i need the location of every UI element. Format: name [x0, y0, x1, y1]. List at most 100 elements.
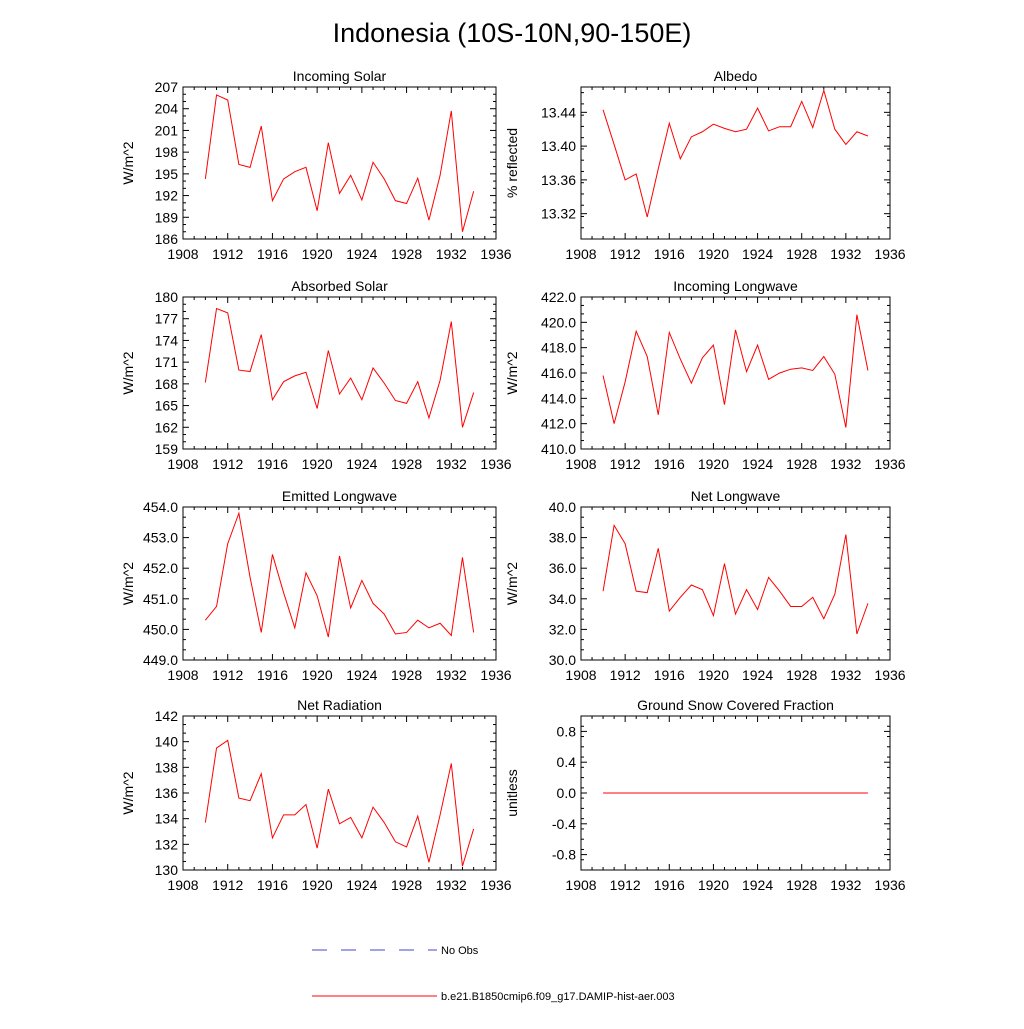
panel-7: Net Radiation 1908 1912 1916 1920 1924 1928 193… [120, 697, 512, 893]
y-tick-label: 0.0 [557, 785, 577, 801]
y-tick-label: 136 [155, 785, 179, 801]
y-tick-label: 414.0 [541, 390, 576, 406]
y-tick-label: 142 [155, 708, 179, 724]
x-tick-label: 1924 [346, 877, 377, 893]
y-tick-label: 165 [155, 398, 179, 414]
y-tick-label: 189 [155, 209, 179, 225]
y-tick-label: 416.0 [541, 365, 576, 381]
panel-title: Incoming Solar [293, 68, 387, 84]
y-tick-label: 32.0 [549, 621, 576, 637]
y-tick-label: 13.36 [541, 172, 576, 188]
series-line [204, 94, 475, 232]
panel-title: Albedo [714, 68, 758, 84]
x-tick-label: 1920 [302, 877, 333, 893]
x-tick-label: 1920 [698, 456, 729, 472]
x-tick-label: 1928 [786, 877, 817, 893]
y-tick-label: 177 [155, 311, 179, 327]
x-tick-label: 1924 [742, 877, 773, 893]
x-tick-label: 1936 [874, 456, 905, 472]
y-axis-label: W/m^2 [120, 351, 136, 394]
x-tick-label: 1908 [565, 877, 596, 893]
panel-1: Incoming Solar 1908 1912 1916 1920 1924 1928 19… [120, 68, 512, 262]
x-tick-label: 1908 [167, 456, 198, 472]
series-line [204, 511, 475, 638]
y-tick-label: 36.0 [549, 560, 576, 576]
x-tick-label: 1932 [830, 877, 861, 893]
x-tick-label: 1936 [874, 667, 905, 683]
legend: No Obs b.e21.B1850cmip6.f09_g17.DAMIP-hi… [312, 945, 675, 1003]
x-tick-label: 1916 [654, 456, 685, 472]
x-tick-label: 1916 [654, 667, 685, 683]
x-tick-label: 1916 [257, 456, 288, 472]
x-tick-label: 1936 [874, 877, 905, 893]
y-tick-label: 13.40 [541, 138, 576, 154]
x-tick-label: 1932 [436, 667, 467, 683]
x-tick-label: 1932 [830, 456, 861, 472]
panels: Incoming Solar 1908 1912 1916 1920 1924 1928 19… [120, 68, 906, 893]
x-tick-label: 1912 [610, 877, 641, 893]
y-tick-label: 40.0 [549, 499, 576, 515]
x-tick-label: 1908 [565, 246, 596, 262]
panel-title: Absorbed Solar [291, 278, 388, 294]
y-tick-label: 450.0 [143, 621, 178, 637]
y-tick-label: 130 [155, 862, 179, 878]
y-tick-label: 451.0 [143, 591, 178, 607]
legend-obs-label: No Obs [441, 945, 479, 957]
x-tick-label: 1924 [742, 246, 773, 262]
y-tick-label: 192 [155, 188, 179, 204]
x-tick-label: 1924 [742, 456, 773, 472]
series-line [204, 307, 475, 428]
panel-5: Emitted Longwave 1908 1912 1916 1920 1924 1928… [120, 488, 512, 683]
panel-3: Absorbed Solar 1908 1912 1916 1920 1924 1928 19… [120, 278, 512, 472]
y-tick-label: 132 [155, 836, 179, 852]
y-tick-label: 134 [155, 811, 179, 827]
y-tick-label: 207 [155, 79, 179, 95]
x-tick-label: 1912 [212, 877, 243, 893]
x-tick-label: 1924 [346, 246, 377, 262]
y-tick-label: 0.8 [557, 723, 577, 739]
x-tick-label: 1916 [654, 246, 685, 262]
x-tick-label: 1920 [698, 877, 729, 893]
legend-model-label: b.e21.B1850cmip6.f09_g17.DAMIP-hist-aer.… [441, 991, 675, 1003]
x-tick-label: 1924 [742, 667, 773, 683]
x-tick-label: 1928 [391, 877, 422, 893]
x-tick-label: 1920 [302, 456, 333, 472]
y-tick-label: 452.0 [143, 560, 178, 576]
plot-frame [182, 715, 497, 871]
x-tick-label: 1924 [346, 667, 377, 683]
x-tick-label: 1932 [830, 667, 861, 683]
x-tick-label: 1932 [436, 246, 467, 262]
series-line [204, 739, 475, 867]
y-tick-label: -0.4 [552, 816, 576, 832]
panel-title: Net Radiation [297, 697, 382, 713]
x-tick-label: 1912 [212, 667, 243, 683]
x-tick-label: 1912 [212, 246, 243, 262]
y-axis-label: W/m^2 [504, 351, 520, 394]
y-tick-label: 410.0 [541, 441, 576, 457]
y-tick-label: 195 [155, 166, 179, 182]
y-tick-label: 198 [155, 144, 179, 160]
series-line [602, 523, 869, 635]
series-line [602, 314, 869, 428]
y-tick-label: 201 [155, 122, 179, 138]
x-tick-label: 1912 [610, 667, 641, 683]
y-tick-label: 204 [155, 101, 179, 117]
x-tick-label: 1920 [302, 246, 333, 262]
x-tick-label: 1932 [436, 456, 467, 472]
y-tick-label: 418.0 [541, 340, 576, 356]
x-tick-label: 1908 [565, 456, 596, 472]
x-tick-label: 1936 [480, 246, 511, 262]
y-axis-label: unitless [504, 769, 520, 816]
y-tick-label: 454.0 [143, 499, 178, 515]
x-tick-label: 1920 [698, 246, 729, 262]
y-tick-label: 453.0 [143, 530, 178, 546]
plot-frame [182, 506, 497, 661]
y-axis-label: % reflected [504, 128, 520, 198]
x-tick-label: 1908 [167, 667, 198, 683]
x-tick-label: 1932 [436, 877, 467, 893]
y-tick-label: 186 [155, 231, 179, 247]
x-tick-label: 1928 [391, 246, 422, 262]
y-tick-label: 162 [155, 419, 179, 435]
